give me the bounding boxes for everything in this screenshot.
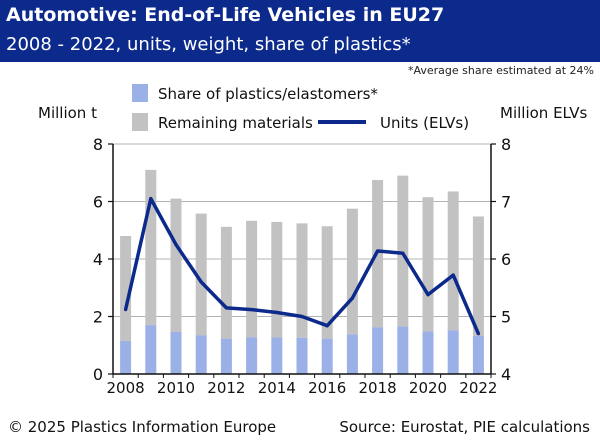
units-point-2010 bbox=[174, 243, 178, 247]
y-axis-label-left: Million t bbox=[38, 104, 97, 122]
units-point-2018 bbox=[376, 249, 380, 253]
chart-title: Automotive: End-of-Life Vehicles in EU27 bbox=[6, 4, 445, 26]
y-tick-label-right: 6 bbox=[501, 250, 511, 269]
bar-plastics-2017 bbox=[346, 334, 358, 374]
legend: Share of plastics/elastomers* Remaining … bbox=[132, 84, 469, 132]
units-point-2016 bbox=[325, 324, 329, 328]
units-point-2022 bbox=[476, 332, 480, 336]
bar-remaining-2015 bbox=[296, 223, 308, 338]
source-text: Source: Eurostat, PIE calculations bbox=[339, 418, 590, 436]
bar-remaining-2014 bbox=[271, 221, 283, 338]
chart-header: Automotive: End-of-Life Vehicles in EU27… bbox=[0, 0, 600, 62]
bar-plastics-2021 bbox=[447, 330, 459, 374]
bar-remaining-2019 bbox=[397, 175, 409, 327]
units-point-2021 bbox=[451, 273, 455, 277]
x-tick-label: 2020 bbox=[409, 379, 447, 397]
bar-plastics-2018 bbox=[372, 327, 384, 374]
units-line-group bbox=[123, 196, 481, 336]
units-point-2013 bbox=[250, 308, 254, 312]
y-tick-label-left: 0 bbox=[93, 365, 103, 384]
bar-plastics-2013 bbox=[246, 337, 258, 374]
x-tick-label: 2012 bbox=[207, 379, 245, 397]
bar-plastics-2008 bbox=[120, 340, 132, 374]
axis-labels: 0 2 4 6 8 4 5 6 7 8 2008 2010 2012 2014 2016 2018 2020 20… bbox=[93, 135, 511, 397]
x-tick-label: 2018 bbox=[359, 379, 397, 397]
bar-plastics-2014 bbox=[271, 337, 283, 374]
bar-plastics-2020 bbox=[422, 331, 434, 374]
footnote: *Average share estimated at 24% bbox=[407, 64, 594, 77]
legend-label-plastics: Share of plastics/elastomers* bbox=[158, 85, 378, 103]
y-tick-label-left: 2 bbox=[93, 308, 103, 327]
legend-label-remaining: Remaining materials bbox=[158, 114, 313, 132]
bar-remaining-2021 bbox=[447, 191, 459, 331]
x-tick-label: 2016 bbox=[308, 379, 346, 397]
bar-plastics-2016 bbox=[321, 338, 333, 374]
bar-plastics-2011 bbox=[195, 335, 207, 374]
x-tick-label: 2022 bbox=[459, 379, 497, 397]
y-tick-label-right: 5 bbox=[501, 308, 511, 327]
x-tick-label: 2008 bbox=[107, 379, 145, 397]
units-point-2009 bbox=[149, 197, 153, 201]
bar-plastics-2009 bbox=[145, 325, 157, 374]
bar-remaining-2008 bbox=[120, 236, 132, 341]
x-tick-label: 2010 bbox=[157, 379, 195, 397]
bar-plastics-2010 bbox=[170, 332, 182, 374]
plot-frame bbox=[108, 143, 496, 378]
bar-plastics-2022 bbox=[472, 336, 484, 374]
bar-group bbox=[120, 169, 484, 374]
y-axis-label-right: Million ELVs bbox=[500, 104, 588, 122]
units-point-2020 bbox=[426, 293, 430, 297]
units-point-2011 bbox=[199, 280, 203, 284]
bar-plastics-2012 bbox=[220, 338, 232, 374]
chart-subtitle: 2008 - 2022, units, weight, share of pla… bbox=[6, 34, 411, 55]
legend-label-units: Units (ELVs) bbox=[380, 114, 469, 132]
legend-swatch-plastics bbox=[132, 84, 148, 102]
x-tick-label: 2014 bbox=[258, 379, 296, 397]
units-point-2019 bbox=[401, 251, 405, 255]
bar-remaining-2022 bbox=[472, 216, 484, 337]
y-tick-label-left: 4 bbox=[93, 250, 103, 269]
units-point-2014 bbox=[275, 310, 279, 315]
units-point-2008 bbox=[124, 308, 128, 312]
bar-remaining-2012 bbox=[220, 226, 232, 339]
y-tick-label-right: 7 bbox=[501, 193, 511, 212]
y-tick-label-left: 6 bbox=[93, 193, 103, 212]
y-tick-label-left: 8 bbox=[93, 135, 103, 154]
y-tick-label-right: 4 bbox=[501, 365, 511, 384]
units-point-2017 bbox=[350, 296, 354, 300]
units-point-2015 bbox=[300, 314, 304, 319]
bar-plastics-2019 bbox=[397, 326, 409, 374]
copyright-text: © 2025 Plastics Information Europe bbox=[8, 418, 277, 436]
bar-plastics-2015 bbox=[296, 337, 308, 374]
bar-remaining-2017 bbox=[346, 208, 358, 335]
bar-remaining-2013 bbox=[246, 220, 258, 338]
bar-remaining-2011 bbox=[195, 213, 207, 336]
bar-remaining-2016 bbox=[321, 226, 333, 339]
bar-remaining-2010 bbox=[170, 198, 182, 333]
y-tick-label-right: 8 bbox=[501, 135, 511, 154]
legend-swatch-remaining bbox=[132, 113, 148, 131]
units-point-2012 bbox=[224, 306, 228, 310]
bar-remaining-2009 bbox=[145, 169, 157, 326]
bar-remaining-2020 bbox=[422, 197, 434, 332]
